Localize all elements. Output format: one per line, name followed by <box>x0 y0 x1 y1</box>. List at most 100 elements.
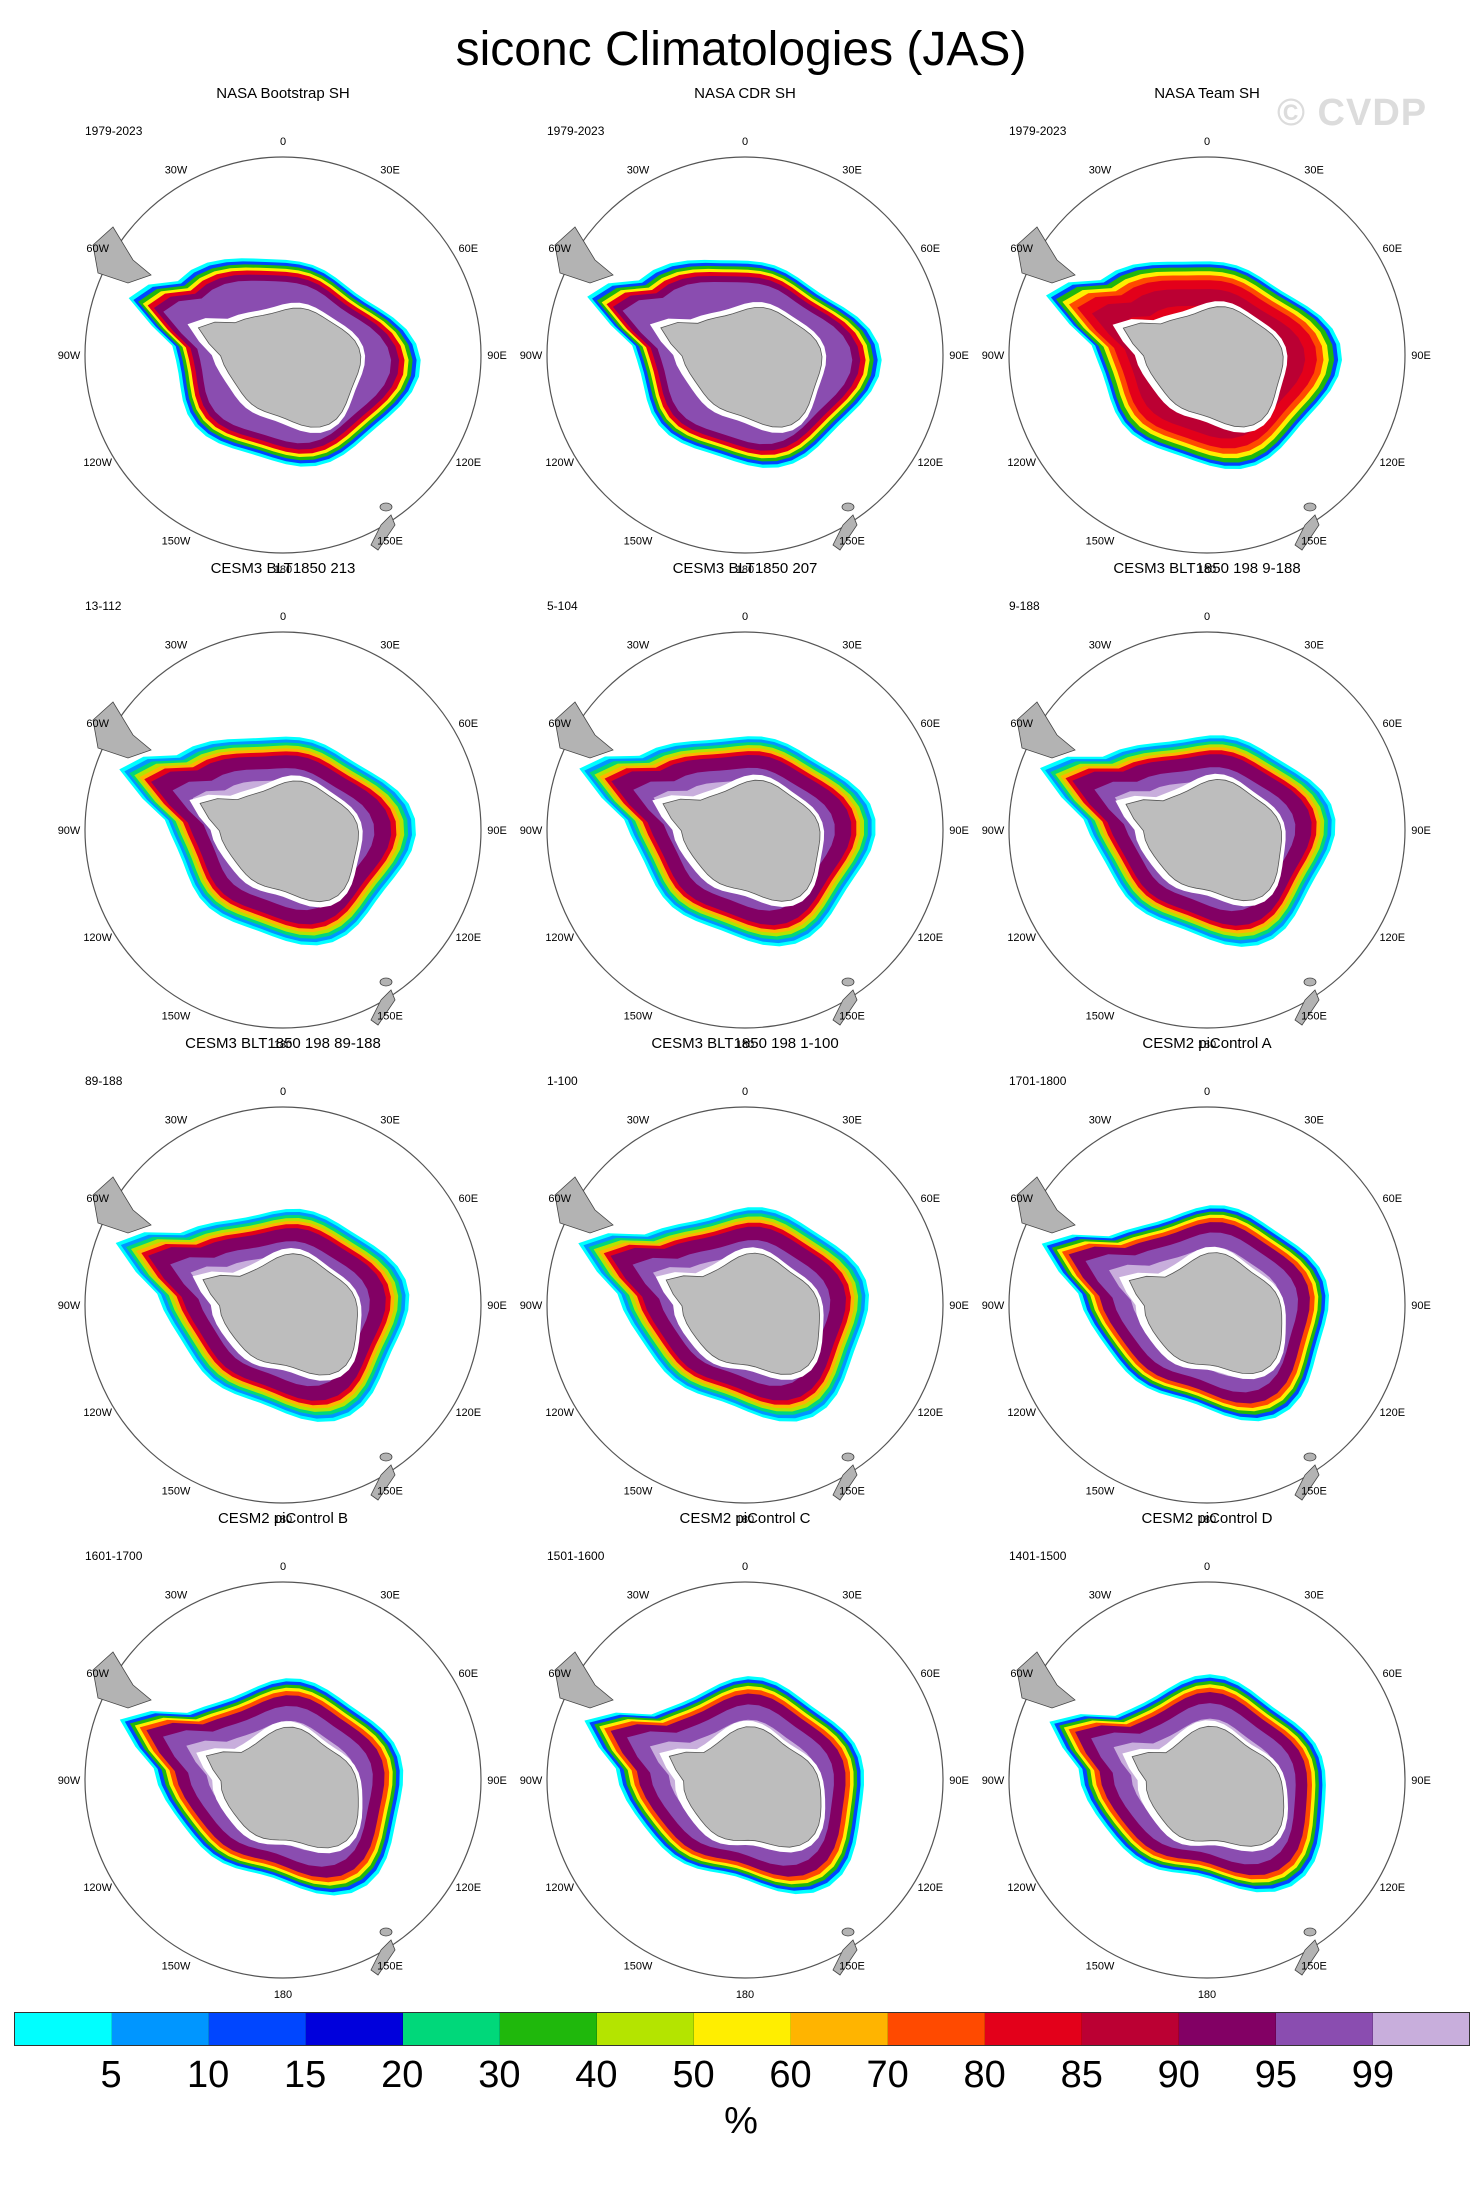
longitude-label: 30E <box>1304 165 1324 177</box>
longitude-label: 30W <box>627 1115 650 1127</box>
land-new-zealand <box>832 989 858 1026</box>
longitude-label: 150E <box>839 1010 865 1022</box>
longitude-label: 90W <box>982 1300 1005 1312</box>
longitude-label: 30W <box>165 165 188 177</box>
colorbar-tick-label: 30 <box>478 2054 521 2096</box>
longitude-label: 0 <box>742 1561 748 1573</box>
land-south-america <box>1016 1651 1076 1709</box>
longitude-label: 60W <box>86 718 109 730</box>
longitude-label: 150E <box>1301 1960 1327 1972</box>
colorbar-tick-label: 85 <box>1060 2054 1103 2096</box>
longitude-label: 60E <box>1383 1668 1403 1680</box>
longitude-label: 90W <box>982 825 1005 837</box>
panel-title: CESM2 piControl A <box>1142 1035 1272 1052</box>
longitude-label: 120W <box>83 932 112 944</box>
map-panel: 0 30E 60E 90E 120E 150E 180 150W 120W 90W 60W 30W <box>982 611 1431 1051</box>
longitude-label: 90W <box>520 1775 543 1787</box>
longitude-label: 180 <box>1198 1039 1216 1051</box>
map-panel: 0 30E 60E 90E 120E 150E 180 150W 120W 90W 60W 30W <box>520 136 969 576</box>
panel-title: CESM3 BLT1850 213 <box>210 560 356 577</box>
longitude-label: 120E <box>917 457 943 469</box>
longitude-label: 60E <box>921 243 941 255</box>
longitude-label: 180 <box>736 1039 754 1051</box>
longitude-label: 120W <box>1007 457 1036 469</box>
longitude-label: 30E <box>842 1590 862 1602</box>
longitude-label: 0 <box>742 611 748 623</box>
longitude-label: 60E <box>459 1193 479 1205</box>
longitude-label: 30E <box>380 640 400 652</box>
longitude-label: 120W <box>1007 932 1036 944</box>
land-antarctica <box>665 1252 820 1375</box>
panel-title: CESM2 piControl C <box>679 1510 811 1527</box>
longitude-label: 0 <box>742 136 748 148</box>
panel-title: CESM3 BLT1850 198 9-188 <box>1113 560 1301 577</box>
land-island <box>379 502 393 512</box>
longitude-label: 180 <box>274 1039 292 1051</box>
longitude-label: 150W <box>162 1010 191 1022</box>
longitude-label: 90W <box>58 1775 81 1787</box>
longitude-label: 30W <box>165 640 188 652</box>
longitude-label: 150W <box>162 1485 191 1497</box>
longitude-label: 30W <box>1089 1115 1112 1127</box>
colorbar-tick-label: 90 <box>1157 2054 1200 2096</box>
map-panel: 0 30E 60E 90E 120E 150E 180 150W 120W 90W 60W 30W <box>982 1086 1431 1526</box>
longitude-label: 0 <box>1204 1561 1210 1573</box>
colorbar-tick-label: 15 <box>284 2054 327 2096</box>
longitude-label: 90E <box>487 825 507 837</box>
map-panel: 0 30E 60E 90E 120E 150E 180 150W 120W 90W 60W 30W <box>982 136 1431 576</box>
longitude-label: 30E <box>842 165 862 177</box>
map-panel: 0 30E 60E 90E 120E 150E 180 150W 120W 90W 60W 30W <box>58 136 507 576</box>
longitude-label: 150W <box>624 1485 653 1497</box>
longitude-label: 150E <box>1301 1485 1327 1497</box>
longitude-label: 180 <box>1198 1989 1216 2001</box>
map-panel: 0 30E 60E 90E 120E 150E 180 150W 120W 90W 60W 30W <box>58 1086 507 1526</box>
longitude-label: 0 <box>742 1086 748 1098</box>
colorbar-segment <box>888 2013 985 2045</box>
map-panels: 0 30E 60E 90E 120E 150E 180 150W 120W 90W 60W 30W 0 3… <box>58 136 1431 2001</box>
land-island <box>841 977 855 987</box>
longitude-label: 120E <box>455 457 481 469</box>
colorbar-tick-label: 80 <box>963 2054 1006 2096</box>
colorbar-segment <box>1082 2013 1179 2045</box>
land-new-zealand <box>370 1464 396 1501</box>
colorbar-segment <box>597 2013 694 2045</box>
longitude-label: 150W <box>624 535 653 547</box>
longitude-label: 30E <box>1304 640 1324 652</box>
longitude-label: 120E <box>455 1882 481 1894</box>
longitude-label: 120W <box>83 1882 112 1894</box>
panel-title: CESM3 BLT1850 198 89-188 <box>185 1035 381 1052</box>
longitude-label: 90W <box>520 350 543 362</box>
panel-period: 5-104 <box>547 599 578 613</box>
longitude-label: 180 <box>274 1989 292 2001</box>
longitude-label: 120E <box>917 932 943 944</box>
longitude-label: 60E <box>921 1193 941 1205</box>
land-south-america <box>1016 226 1076 284</box>
colorbar-segment <box>209 2013 306 2045</box>
longitude-label: 150E <box>377 1485 403 1497</box>
map-panel: 0 30E 60E 90E 120E 150E 180 150W 120W 90W 60W 30W <box>58 611 507 1051</box>
land-south-america <box>1016 1176 1076 1234</box>
longitude-label: 150W <box>162 535 191 547</box>
colorbar-tick-label: 20 <box>381 2054 424 2096</box>
longitude-label: 60W <box>86 1668 109 1680</box>
longitude-label: 150E <box>839 1960 865 1972</box>
panel-period: 13-112 <box>85 599 122 613</box>
land-south-america <box>92 226 152 284</box>
longitude-label: 30W <box>627 1590 650 1602</box>
colorbar-segment <box>500 2013 597 2045</box>
panel-period: 1501-1600 <box>547 1549 605 1563</box>
longitude-label: 180 <box>274 564 292 576</box>
longitude-label: 180 <box>1198 564 1216 576</box>
longitude-label: 120W <box>83 457 112 469</box>
longitude-label: 60E <box>1383 718 1403 730</box>
panel-period: 1401-1500 <box>1009 1549 1067 1563</box>
panel-title: NASA Team SH <box>1154 85 1260 102</box>
land-antarctica <box>202 1253 358 1376</box>
map-panel: 0 30E 60E 90E 120E 150E 180 150W 120W 90W 60W 30W <box>58 1561 507 2001</box>
colorbar-tick-label: 95 <box>1254 2054 1297 2096</box>
longitude-label: 30E <box>380 1115 400 1127</box>
colorbar-tick-label: 60 <box>769 2054 812 2096</box>
longitude-label: 120W <box>1007 1882 1036 1894</box>
land-south-america <box>92 1651 152 1709</box>
longitude-label: 0 <box>280 611 286 623</box>
